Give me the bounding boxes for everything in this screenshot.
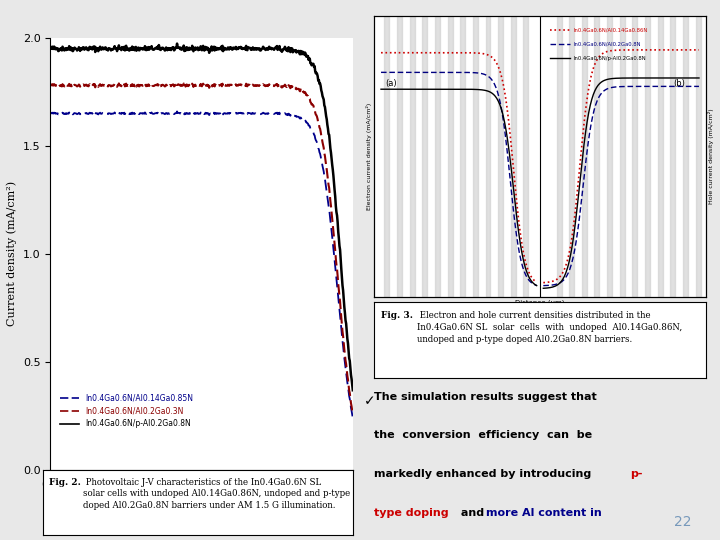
Text: more Al content in: more Al content in (486, 508, 602, 518)
Text: Fig. 2.: Fig. 2. (50, 477, 81, 487)
Text: Electron and hole current densities distributed in the
In0.4Ga0.6N SL  solar  ce: Electron and hole current densities dist… (418, 312, 683, 344)
Bar (683, 16, 688, 297)
Text: In0.4Ga0.6N/p-Al0.2Ga0.8N: In0.4Ga0.6N/p-Al0.2Ga0.8N (573, 56, 646, 61)
Bar (510, 16, 516, 297)
Bar (557, 16, 562, 297)
Text: Photovoltaic J-V characteristics of the In0.4Ga0.6N SL
solar cells with undoped : Photovoltaic J-V characteristics of the … (84, 477, 351, 510)
Bar (595, 16, 600, 297)
Text: type doping: type doping (374, 508, 449, 518)
Bar (485, 16, 490, 297)
Bar (607, 16, 612, 297)
Text: ✓: ✓ (364, 394, 375, 408)
Text: p-: p- (630, 469, 642, 480)
X-axis label: Voltage (V): Voltage (V) (166, 495, 237, 508)
Bar (460, 16, 465, 297)
Y-axis label: Hole current density (mA/cm²): Hole current density (mA/cm²) (708, 109, 714, 205)
Bar (632, 16, 637, 297)
Text: (a): (a) (385, 79, 397, 89)
Bar (658, 16, 662, 297)
Bar (670, 16, 675, 297)
Bar (473, 16, 478, 297)
Bar (582, 16, 587, 297)
Text: markedly enhanced by introducing: markedly enhanced by introducing (374, 469, 595, 480)
Text: and: and (457, 508, 488, 518)
X-axis label: Distance (μm): Distance (μm) (516, 300, 564, 306)
Bar (422, 16, 427, 297)
Bar (435, 16, 440, 297)
Bar (448, 16, 453, 297)
Bar (498, 16, 503, 297)
Bar (620, 16, 625, 297)
Text: In0.4Ga0.6N/Al0.14Ga0.86N: In0.4Ga0.6N/Al0.14Ga0.86N (573, 28, 647, 33)
Bar (523, 16, 528, 297)
Text: 22: 22 (674, 515, 691, 529)
Text: Fig. 3.: Fig. 3. (381, 312, 413, 320)
Bar (696, 16, 701, 297)
Bar (397, 16, 402, 297)
Legend: In0.4Ga0.6N/Al0.14Ga0.85N, In0.4Ga0.6N/Al0.2Ga0.3N, In0.4Ga0.6N/p-Al0.2Ga0.8N: In0.4Ga0.6N/Al0.14Ga0.85N, In0.4Ga0.6N/A… (58, 390, 197, 431)
Text: the  conversion  efficiency  can  be: the conversion efficiency can be (374, 430, 593, 441)
Bar (570, 16, 574, 297)
Y-axis label: Electron current density (mA/cm²): Electron current density (mA/cm²) (366, 103, 372, 210)
Y-axis label: Current density (mA/cm²): Current density (mA/cm²) (6, 181, 17, 326)
Text: (b): (b) (673, 79, 685, 89)
Bar (384, 16, 390, 297)
Text: In0.4Ga0.6N/Al0.2Ga0.8N: In0.4Ga0.6N/Al0.2Ga0.8N (573, 42, 641, 47)
Text: The simulation results suggest that: The simulation results suggest that (374, 392, 597, 402)
Bar (410, 16, 415, 297)
Bar (645, 16, 650, 297)
